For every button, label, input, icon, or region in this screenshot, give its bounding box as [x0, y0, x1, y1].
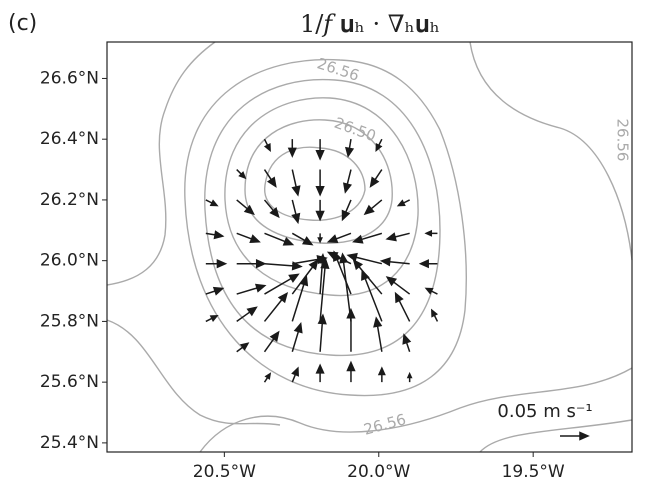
- contour: [106, 319, 281, 426]
- arrow: [385, 276, 411, 295]
- arrow: [264, 261, 303, 271]
- chart-title: 1/𝑓 𝐮ₕ · ∇ₕ𝐮ₕ: [300, 10, 440, 38]
- arrow: [287, 139, 297, 158]
- arrow: [236, 342, 250, 353]
- arrow: [205, 199, 219, 207]
- arrow: [317, 233, 323, 244]
- arrow: [291, 321, 303, 352]
- contour: [224, 97, 419, 297]
- arrow: [333, 250, 352, 295]
- arrow: [369, 169, 383, 188]
- arrow: [263, 330, 280, 353]
- panel-label: (c): [8, 11, 37, 36]
- arrow: [263, 291, 289, 322]
- arrow: [361, 269, 383, 322]
- y-tick-label: 25.8°N: [40, 311, 99, 331]
- arrow: [345, 139, 355, 158]
- arrow: [342, 169, 353, 194]
- arrow: [402, 333, 412, 353]
- arrow: [263, 199, 280, 219]
- arrow: [385, 232, 410, 242]
- arrow: [236, 259, 267, 269]
- contour-label: 26.56: [614, 119, 632, 162]
- arrow: [315, 139, 325, 161]
- contour-label: 26.50: [332, 114, 379, 146]
- arrow: [406, 371, 413, 383]
- arrow: [375, 138, 383, 153]
- contour: [204, 78, 441, 357]
- arrow: [346, 360, 356, 383]
- arrow: [363, 199, 383, 216]
- contour: [479, 419, 633, 453]
- arrow: [317, 313, 327, 352]
- y-tick-label: 26.6°N: [40, 68, 99, 88]
- arrow: [346, 307, 356, 352]
- arrow: [339, 252, 352, 322]
- x-tick-label: 20.0°W: [347, 462, 410, 482]
- contour: [264, 146, 366, 222]
- arrow: [263, 372, 272, 383]
- x-tick-label: 19.5°W: [502, 462, 565, 482]
- arrow: [431, 308, 439, 322]
- quiver-key-label: 0.05 m s⁻¹: [497, 401, 592, 422]
- arrow: [263, 138, 271, 153]
- arrow: [315, 199, 325, 222]
- contour: [184, 58, 467, 397]
- arrow: [291, 199, 301, 225]
- arrow: [373, 316, 383, 352]
- arrow: [236, 232, 261, 244]
- contour-label: 26.56: [362, 410, 408, 439]
- y-tick-label: 26.2°N: [40, 190, 99, 210]
- arrow: [319, 257, 330, 322]
- arrow: [263, 169, 277, 188]
- arrow: [377, 366, 386, 383]
- arrow: [341, 199, 352, 222]
- y-tick-label: 25.4°N: [40, 433, 99, 453]
- arrow: [205, 259, 228, 269]
- arrow: [394, 291, 411, 322]
- arrow: [326, 232, 352, 244]
- x-tick-label: 20.5°W: [193, 462, 256, 482]
- arrow: [291, 274, 309, 322]
- plot-frame: [106, 41, 633, 453]
- y-tick-label: 26.4°N: [40, 129, 99, 149]
- y-tick-label: 25.6°N: [40, 372, 99, 392]
- arrow: [205, 230, 225, 240]
- arrow: [236, 199, 255, 216]
- arrow: [418, 259, 438, 269]
- arrow: [424, 229, 438, 237]
- arrow: [396, 199, 410, 207]
- arrow: [205, 286, 225, 296]
- contour: [244, 119, 393, 244]
- arrow: [352, 232, 383, 244]
- y-tick-label: 26.0°N: [40, 251, 99, 271]
- arrow: [236, 169, 247, 180]
- arrow: [379, 257, 410, 267]
- contour: [199, 367, 633, 453]
- arrow: [315, 169, 325, 197]
- arrow: [346, 252, 383, 265]
- arrow: [264, 232, 295, 246]
- arrow: [291, 232, 314, 246]
- quiver-key-arrow: [560, 431, 590, 441]
- arrow: [315, 363, 325, 383]
- arrow: [291, 169, 301, 197]
- arrow: [236, 306, 258, 323]
- arrow: [424, 287, 438, 295]
- arrow: [291, 366, 300, 383]
- contours: [106, 41, 633, 453]
- arrow: [264, 273, 300, 295]
- contour: [469, 41, 633, 261]
- arrow: [205, 314, 219, 323]
- contour: [106, 41, 216, 286]
- arrow: [236, 283, 267, 295]
